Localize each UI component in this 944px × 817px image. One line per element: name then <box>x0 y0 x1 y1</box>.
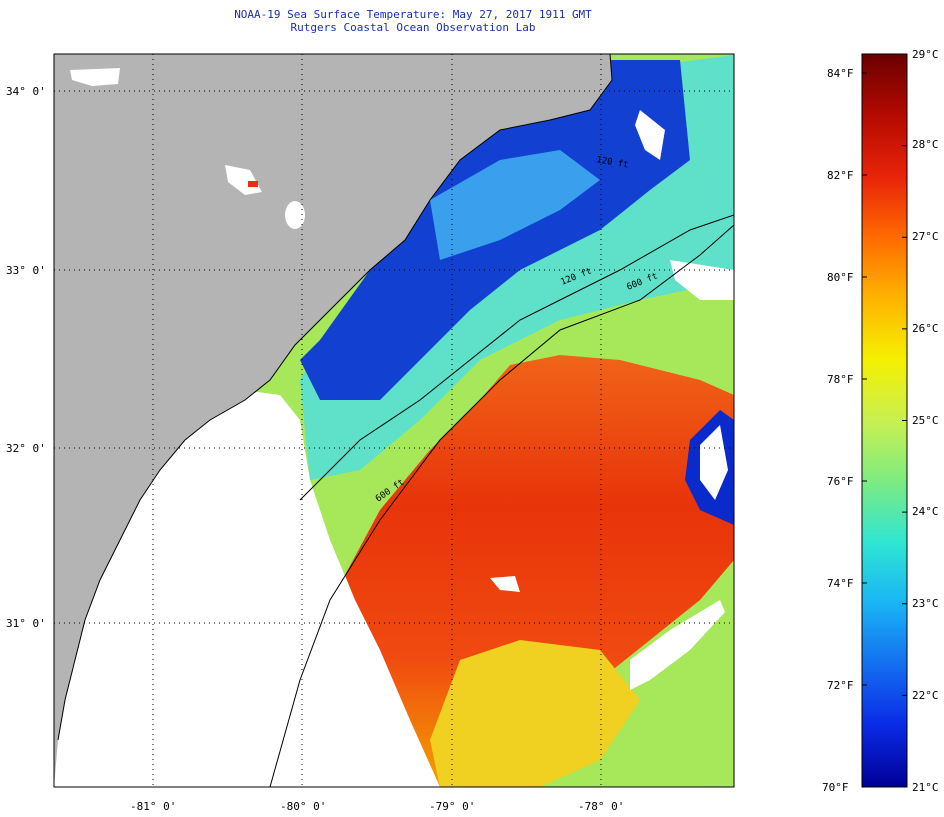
colorbar-c-label: 29°C <box>912 48 939 61</box>
colorbar-f-label: 70°F <box>822 781 849 794</box>
colorbar-f-label: 84°F <box>827 67 854 80</box>
colorbar-f-label: 80°F <box>827 271 854 284</box>
colorbar-f-label: 82°F <box>827 169 854 182</box>
cloud-patch <box>285 201 305 229</box>
map-frame <box>53 53 735 788</box>
warm-yellow-region <box>430 640 640 787</box>
colorbar-f-label: 74°F <box>827 577 854 590</box>
cloud-patch <box>700 425 728 500</box>
cloud-patch <box>490 576 520 592</box>
lon-label: -78° 0' <box>578 800 625 813</box>
cloud-patch <box>670 260 734 300</box>
coastline <box>57 54 613 741</box>
gridlines <box>54 54 734 787</box>
lon-label: -81° 0' <box>130 800 177 813</box>
warm-pixel-spot <box>248 181 258 187</box>
colorbar-c-label: 21°C <box>912 781 939 794</box>
lon-label: -79° 0' <box>429 800 476 813</box>
cloud-patch <box>630 600 725 690</box>
colorbar-c-label: 27°C <box>912 230 939 243</box>
colorbar-ticks <box>862 53 907 788</box>
cloud-patch <box>635 110 665 160</box>
colorbar-c-label: 24°C <box>912 505 939 518</box>
cloud-patch <box>70 68 120 86</box>
lat-label: 33° 0' <box>6 264 46 277</box>
lat-label: 32° 0' <box>6 442 46 455</box>
colorbar-c-label: 28°C <box>912 138 939 151</box>
colorbar-c-label: 23°C <box>912 597 939 610</box>
cloud-patch <box>225 165 262 195</box>
colorbar-c-label: 22°C <box>912 689 939 702</box>
isobath-120ft <box>299 214 734 501</box>
land-mass <box>54 54 612 787</box>
isobath-600ft <box>269 224 734 787</box>
gulf-stream-warm-core <box>345 355 734 787</box>
colorbar-c-label: 26°C <box>912 322 939 335</box>
mid-blue-patch <box>430 150 600 260</box>
lon-label: -80° 0' <box>280 800 327 813</box>
colorbar-f-label: 78°F <box>827 373 854 386</box>
colorbar <box>861 53 908 788</box>
lat-label: 34° 0' <box>6 85 46 98</box>
colorbar-f-label: 72°F <box>827 679 854 692</box>
colorbar-c-label: 25°C <box>912 414 939 427</box>
lat-label: 31° 0' <box>6 617 46 630</box>
colorbar-f-label: 76°F <box>827 475 854 488</box>
chart-title: NOAA-19 Sea Surface Temperature: May 27,… <box>234 8 592 21</box>
chart-subtitle: Rutgers Coastal Ocean Observation Lab <box>290 21 536 34</box>
